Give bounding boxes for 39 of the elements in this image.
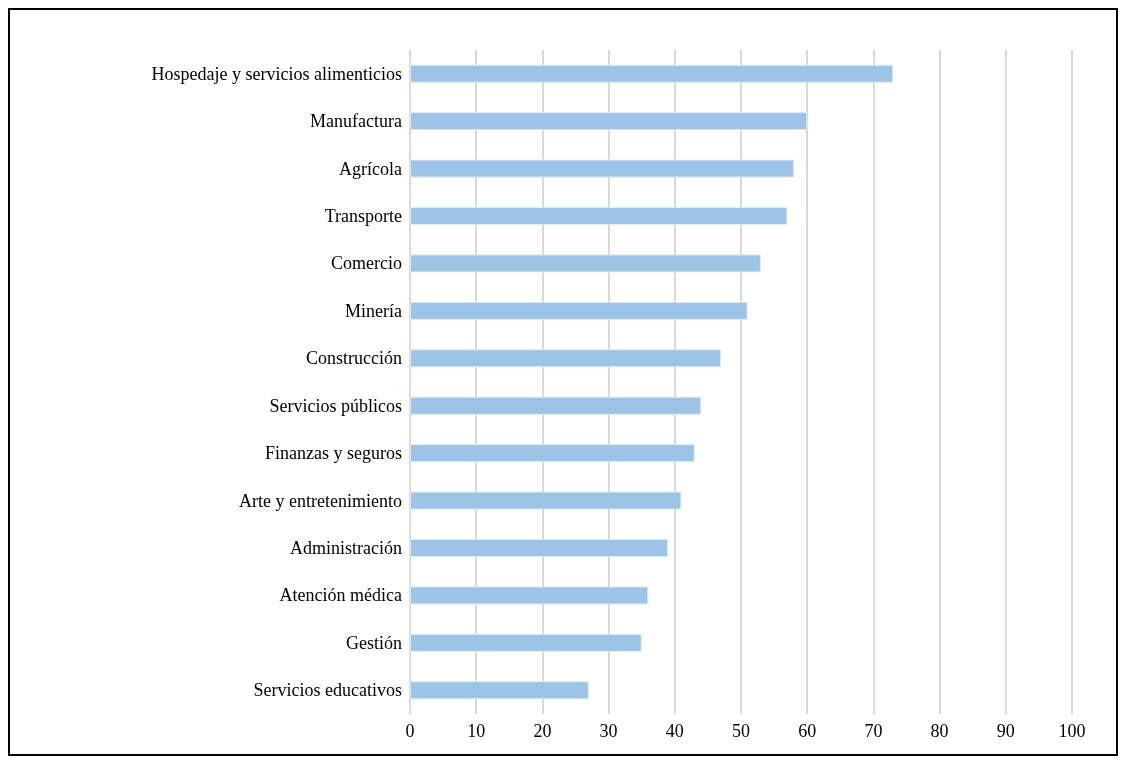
y-tick-label: Manufactura (310, 111, 403, 132)
bar (410, 349, 722, 368)
y-tick-label: Arte y entretenimiento (239, 490, 402, 511)
bar (410, 538, 669, 558)
x-tick-label: 30 (599, 721, 618, 741)
bar (410, 301, 748, 320)
bar (410, 112, 808, 131)
y-tick-label: Finanzas y seguros (265, 443, 402, 464)
y-tick-label: Transporte (324, 206, 402, 226)
x-tick-label: 70 (864, 721, 883, 741)
x-tick-label: 60 (798, 721, 817, 741)
bar (410, 254, 761, 273)
y-tick-label: Minería (345, 300, 403, 321)
bar (410, 681, 589, 700)
bar (410, 444, 695, 463)
y-tick-label: Administración (290, 538, 402, 558)
x-tick-label: 20 (533, 721, 552, 741)
bar (410, 586, 649, 605)
y-tick-label: Agrícola (339, 158, 402, 179)
y-tick-label: Gestión (346, 632, 402, 653)
x-tick-label: 50 (732, 721, 750, 741)
x-tick-label: 80 (930, 721, 949, 741)
x-tick-label: 0 (405, 721, 415, 741)
x-tick-label: 40 (665, 721, 684, 741)
y-tick-label: Servicios públicos (269, 395, 402, 416)
y-tick-label: Atención médica (279, 585, 403, 606)
y-tick-label: Hospedaje y servicios alimenticios (151, 63, 402, 84)
y-tick-label: Construcción (306, 348, 402, 369)
y-tick-label: Servicios educativos (253, 680, 402, 701)
bar (410, 633, 642, 652)
x-tick-label: 100 (1058, 721, 1086, 741)
y-tick-label: Comercio (331, 253, 402, 274)
x-tick-label: 10 (467, 721, 486, 741)
bar (410, 64, 894, 83)
bar (410, 206, 788, 226)
bar (410, 491, 682, 510)
bar (410, 396, 702, 415)
x-tick-label: 90 (996, 721, 1015, 741)
bar (410, 159, 794, 178)
